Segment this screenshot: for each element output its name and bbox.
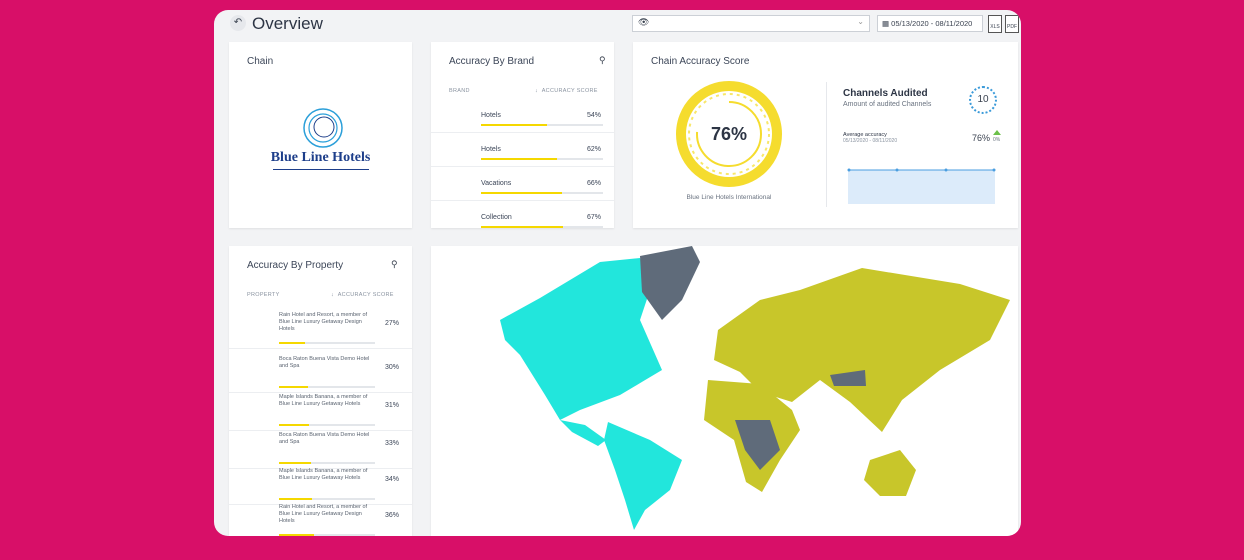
- score-bar: [481, 124, 547, 126]
- score-track: [279, 462, 375, 464]
- channels-subtitle: Amount of audited Channels: [843, 101, 932, 108]
- score-track: [279, 498, 375, 500]
- search-icon[interactable]: ⚲: [599, 55, 606, 65]
- logo-mark: [303, 108, 343, 148]
- change-value: 0%: [993, 137, 1001, 143]
- column-header: ↓ ACCURACY SCORE: [331, 292, 394, 298]
- card-title: Accuracy By Brand: [449, 56, 535, 67]
- card-title: Accuracy By Property: [247, 260, 344, 271]
- property-name: Rain Hotel and Resort, a member of Blue …: [279, 504, 368, 524]
- brand-name: Vacations: [481, 180, 512, 187]
- property-score: 36%: [385, 512, 400, 519]
- score-track: [279, 534, 375, 536]
- column-header: PROPERTY: [247, 292, 280, 298]
- score-bar: [279, 424, 309, 426]
- row-divider: [431, 200, 614, 201]
- sparkline: [847, 168, 996, 204]
- score-bar: [481, 158, 557, 160]
- brand-score: 67%: [587, 214, 602, 221]
- world-map: [500, 246, 1010, 530]
- search-icon[interactable]: ⚲: [391, 259, 398, 269]
- brand-card: Accuracy By Brand ⚲ BRAND ↓ ACCURACY SCO…: [431, 42, 614, 228]
- score-bar: [279, 386, 308, 388]
- row-divider: [229, 392, 412, 393]
- score-bar: [481, 192, 562, 194]
- card-title: Chain: [247, 56, 274, 67]
- export-pdf[interactable]: PDF: [1005, 15, 1019, 33]
- average-dates: 05/13/2020 - 08/11/2020: [843, 138, 898, 144]
- page-title: Overview: [252, 14, 323, 33]
- property-score: 31%: [385, 402, 400, 409]
- brand-name: Collection: [481, 214, 512, 221]
- app-window: ↶ Overview 👁 ⌄ ▦ 05/13/2020 - 08/11/2020 …: [214, 10, 1021, 536]
- logo-text: Blue Line Hotels: [270, 150, 371, 165]
- card-title: Chain Accuracy Score: [651, 56, 750, 67]
- property-score: 33%: [385, 440, 400, 447]
- score-arc: [696, 101, 762, 167]
- row-divider: [431, 166, 614, 167]
- brand-score: 62%: [587, 146, 602, 153]
- property-card: Accuracy By Property ⚲ PROPERTY ↓ ACCURA…: [229, 246, 412, 536]
- score-bar: [279, 498, 312, 500]
- score-bar: [481, 226, 563, 228]
- score-value: 76%: [710, 124, 748, 144]
- date-range: 05/13/2020 - 08/11/2020: [891, 19, 973, 28]
- score-track: [279, 424, 375, 426]
- property-score: 30%: [385, 364, 400, 371]
- chain-card: Chain Blue Line Hotels: [229, 42, 412, 228]
- brand-name: Hotels: [481, 146, 501, 153]
- date-picker[interactable]: ▦ 05/13/2020 - 08/11/2020: [877, 15, 983, 32]
- view-dropdown[interactable]: 👁 ⌄: [632, 15, 870, 32]
- score-bar: [279, 534, 314, 536]
- channels-count: 10: [969, 86, 997, 114]
- property-name: Boca Raton Buena Vista Demo Hotel and Sp…: [279, 356, 370, 369]
- export-xls[interactable]: XLS: [988, 15, 1002, 33]
- property-name: Maple Islands Banana, a member of Blue L…: [279, 468, 368, 481]
- property-name: Boca Raton Buena Vista Demo Hotel and Sp…: [279, 432, 370, 445]
- property-score: 34%: [385, 476, 400, 483]
- row-divider: [431, 132, 614, 133]
- brand-name: Hotels: [481, 112, 501, 119]
- column-header: ↓ ACCURACY SCORE: [535, 88, 598, 94]
- property-name: Rain Hotel and Resort, a member of Blue …: [279, 312, 368, 332]
- score-caption: Blue Line Hotels International: [686, 194, 772, 201]
- column-header: ACCURACY SCORE: [337, 292, 394, 298]
- chain-score-card: Chain Accuracy Score 76% Blue Line Hotel…: [633, 42, 1018, 228]
- score-bar: [279, 462, 311, 464]
- property-score: 27%: [385, 320, 400, 327]
- back-button[interactable]: ↶: [230, 15, 246, 31]
- column-header: BRAND: [449, 88, 470, 94]
- score-ring: [676, 81, 782, 187]
- row-divider: [229, 348, 412, 349]
- brand-score: 54%: [587, 112, 602, 119]
- column-header: ACCURACY SCORE: [541, 88, 598, 94]
- score-track: [279, 386, 375, 388]
- channels-title: Channels Audited: [843, 88, 928, 99]
- score-track: [279, 342, 375, 344]
- map-card: [431, 246, 1018, 536]
- property-name: Maple Islands Banana, a member of Blue L…: [279, 394, 368, 407]
- row-divider: [229, 468, 412, 469]
- up-arrow: [993, 130, 1001, 135]
- row-divider: [229, 504, 412, 505]
- average-value: 76%: [972, 133, 991, 143]
- average-label: Average accuracy: [843, 132, 887, 138]
- score-bar: [279, 342, 305, 344]
- row-divider: [229, 430, 412, 431]
- brand-score: 66%: [587, 180, 602, 187]
